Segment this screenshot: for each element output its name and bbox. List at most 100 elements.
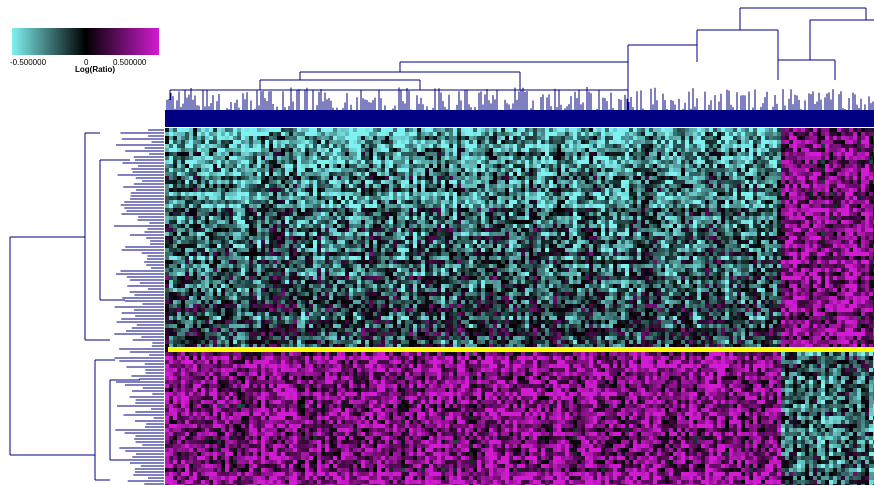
heatmap-cell bbox=[253, 208, 257, 212]
heatmap-cell bbox=[493, 132, 497, 136]
heatmap-cell bbox=[653, 144, 657, 148]
heatmap-cell bbox=[825, 204, 829, 208]
heatmap-cell bbox=[625, 152, 629, 156]
heatmap-cell bbox=[209, 164, 213, 168]
heatmap-cell bbox=[349, 188, 353, 192]
heatmap-cell bbox=[249, 216, 253, 220]
heatmap-cell bbox=[385, 156, 389, 160]
heatmap-cell bbox=[249, 180, 253, 184]
heatmap-cell bbox=[701, 220, 705, 224]
heatmap-cell bbox=[573, 232, 577, 236]
heatmap-cell bbox=[513, 216, 517, 220]
heatmap-cell bbox=[397, 224, 401, 228]
heatmap-cell bbox=[537, 132, 541, 136]
heatmap-cell bbox=[697, 140, 701, 144]
heatmap-cell bbox=[217, 204, 221, 208]
heatmap-cell bbox=[697, 180, 701, 184]
heatmap-cell bbox=[433, 160, 437, 164]
heatmap-cell bbox=[457, 220, 461, 224]
heatmap-cell bbox=[165, 176, 169, 180]
heatmap-cell bbox=[241, 224, 245, 228]
heatmap-cell bbox=[269, 152, 273, 156]
heatmap-cell bbox=[313, 128, 317, 132]
heatmap-cell bbox=[437, 224, 441, 228]
heatmap-cell bbox=[613, 212, 617, 216]
heatmap-cell bbox=[257, 232, 261, 236]
heatmap-cell bbox=[273, 212, 277, 216]
heatmap-cell bbox=[353, 152, 357, 156]
heatmap-cell bbox=[605, 212, 609, 216]
heatmap-cell bbox=[825, 132, 829, 136]
heatmap-cell bbox=[597, 232, 601, 236]
heatmap-cell bbox=[657, 204, 661, 208]
heatmap-cell bbox=[829, 216, 833, 220]
heatmap-cell bbox=[529, 196, 533, 200]
heatmap-cell bbox=[649, 180, 653, 184]
heatmap-cell bbox=[261, 128, 265, 132]
heatmap-cell bbox=[473, 148, 477, 152]
heatmap-cell bbox=[657, 132, 661, 136]
heatmap-cell bbox=[733, 144, 737, 148]
heatmap-cell bbox=[713, 216, 717, 220]
heatmap-cell bbox=[789, 172, 793, 176]
heatmap-cell bbox=[441, 232, 445, 236]
heatmap-cell bbox=[173, 236, 177, 240]
heatmap-cell bbox=[753, 144, 757, 148]
heatmap-cell bbox=[841, 208, 845, 212]
heatmap-cell bbox=[701, 168, 705, 172]
heatmap-cell bbox=[525, 216, 529, 220]
heatmap-cell bbox=[845, 144, 849, 148]
heatmap-cell bbox=[401, 172, 405, 176]
heatmap-cell bbox=[533, 204, 537, 208]
heatmap-cell bbox=[673, 196, 677, 200]
heatmap-cell bbox=[701, 196, 705, 200]
heatmap-cell bbox=[757, 140, 761, 144]
heatmap-cell bbox=[389, 144, 393, 148]
heatmap-cell bbox=[317, 232, 321, 236]
heatmap-cell bbox=[253, 168, 257, 172]
heatmap-cell bbox=[837, 184, 841, 188]
heatmap-cell bbox=[801, 148, 805, 152]
heatmap-cell bbox=[313, 140, 317, 144]
heatmap-cell bbox=[805, 160, 809, 164]
heatmap-cell bbox=[585, 132, 589, 136]
heatmap-cell bbox=[597, 180, 601, 184]
heatmap-cell bbox=[333, 144, 337, 148]
heatmap-cell bbox=[465, 132, 469, 136]
heatmap-cell bbox=[777, 236, 781, 240]
heatmap-cell bbox=[353, 224, 357, 228]
heatmap-cell bbox=[333, 152, 337, 156]
heatmap-cell bbox=[241, 148, 245, 152]
heatmap-cell bbox=[549, 192, 553, 196]
heatmap-cell bbox=[357, 152, 361, 156]
heatmap-cell bbox=[825, 184, 829, 188]
heatmap-cell bbox=[181, 164, 185, 168]
heatmap-cell bbox=[169, 140, 173, 144]
heatmap-cell bbox=[197, 204, 201, 208]
heatmap-cell bbox=[445, 200, 449, 204]
heatmap-cell bbox=[477, 236, 481, 240]
heatmap-cell bbox=[629, 200, 633, 204]
heatmap-cell bbox=[629, 208, 633, 212]
heatmap-cell bbox=[593, 164, 597, 168]
heatmap-cell bbox=[249, 172, 253, 176]
heatmap-cell bbox=[709, 168, 713, 172]
heatmap-cell bbox=[449, 220, 453, 224]
heatmap-cell bbox=[565, 188, 569, 192]
heatmap-cell bbox=[297, 168, 301, 172]
heatmap-cell bbox=[393, 180, 397, 184]
heatmap-cell bbox=[733, 220, 737, 224]
heatmap-cell bbox=[701, 184, 705, 188]
heatmap-cell bbox=[489, 192, 493, 196]
heatmap-cell bbox=[401, 180, 405, 184]
heatmap-cell bbox=[577, 204, 581, 208]
heatmap-cell bbox=[285, 216, 289, 220]
heatmap-cell bbox=[505, 232, 509, 236]
heatmap-cell bbox=[529, 160, 533, 164]
heatmap-cell bbox=[737, 200, 741, 204]
heatmap-cell bbox=[261, 172, 265, 176]
heatmap-cell bbox=[713, 228, 717, 232]
heatmap-cell bbox=[441, 152, 445, 156]
heatmap-cell bbox=[661, 184, 665, 188]
heatmap-cell bbox=[613, 192, 617, 196]
